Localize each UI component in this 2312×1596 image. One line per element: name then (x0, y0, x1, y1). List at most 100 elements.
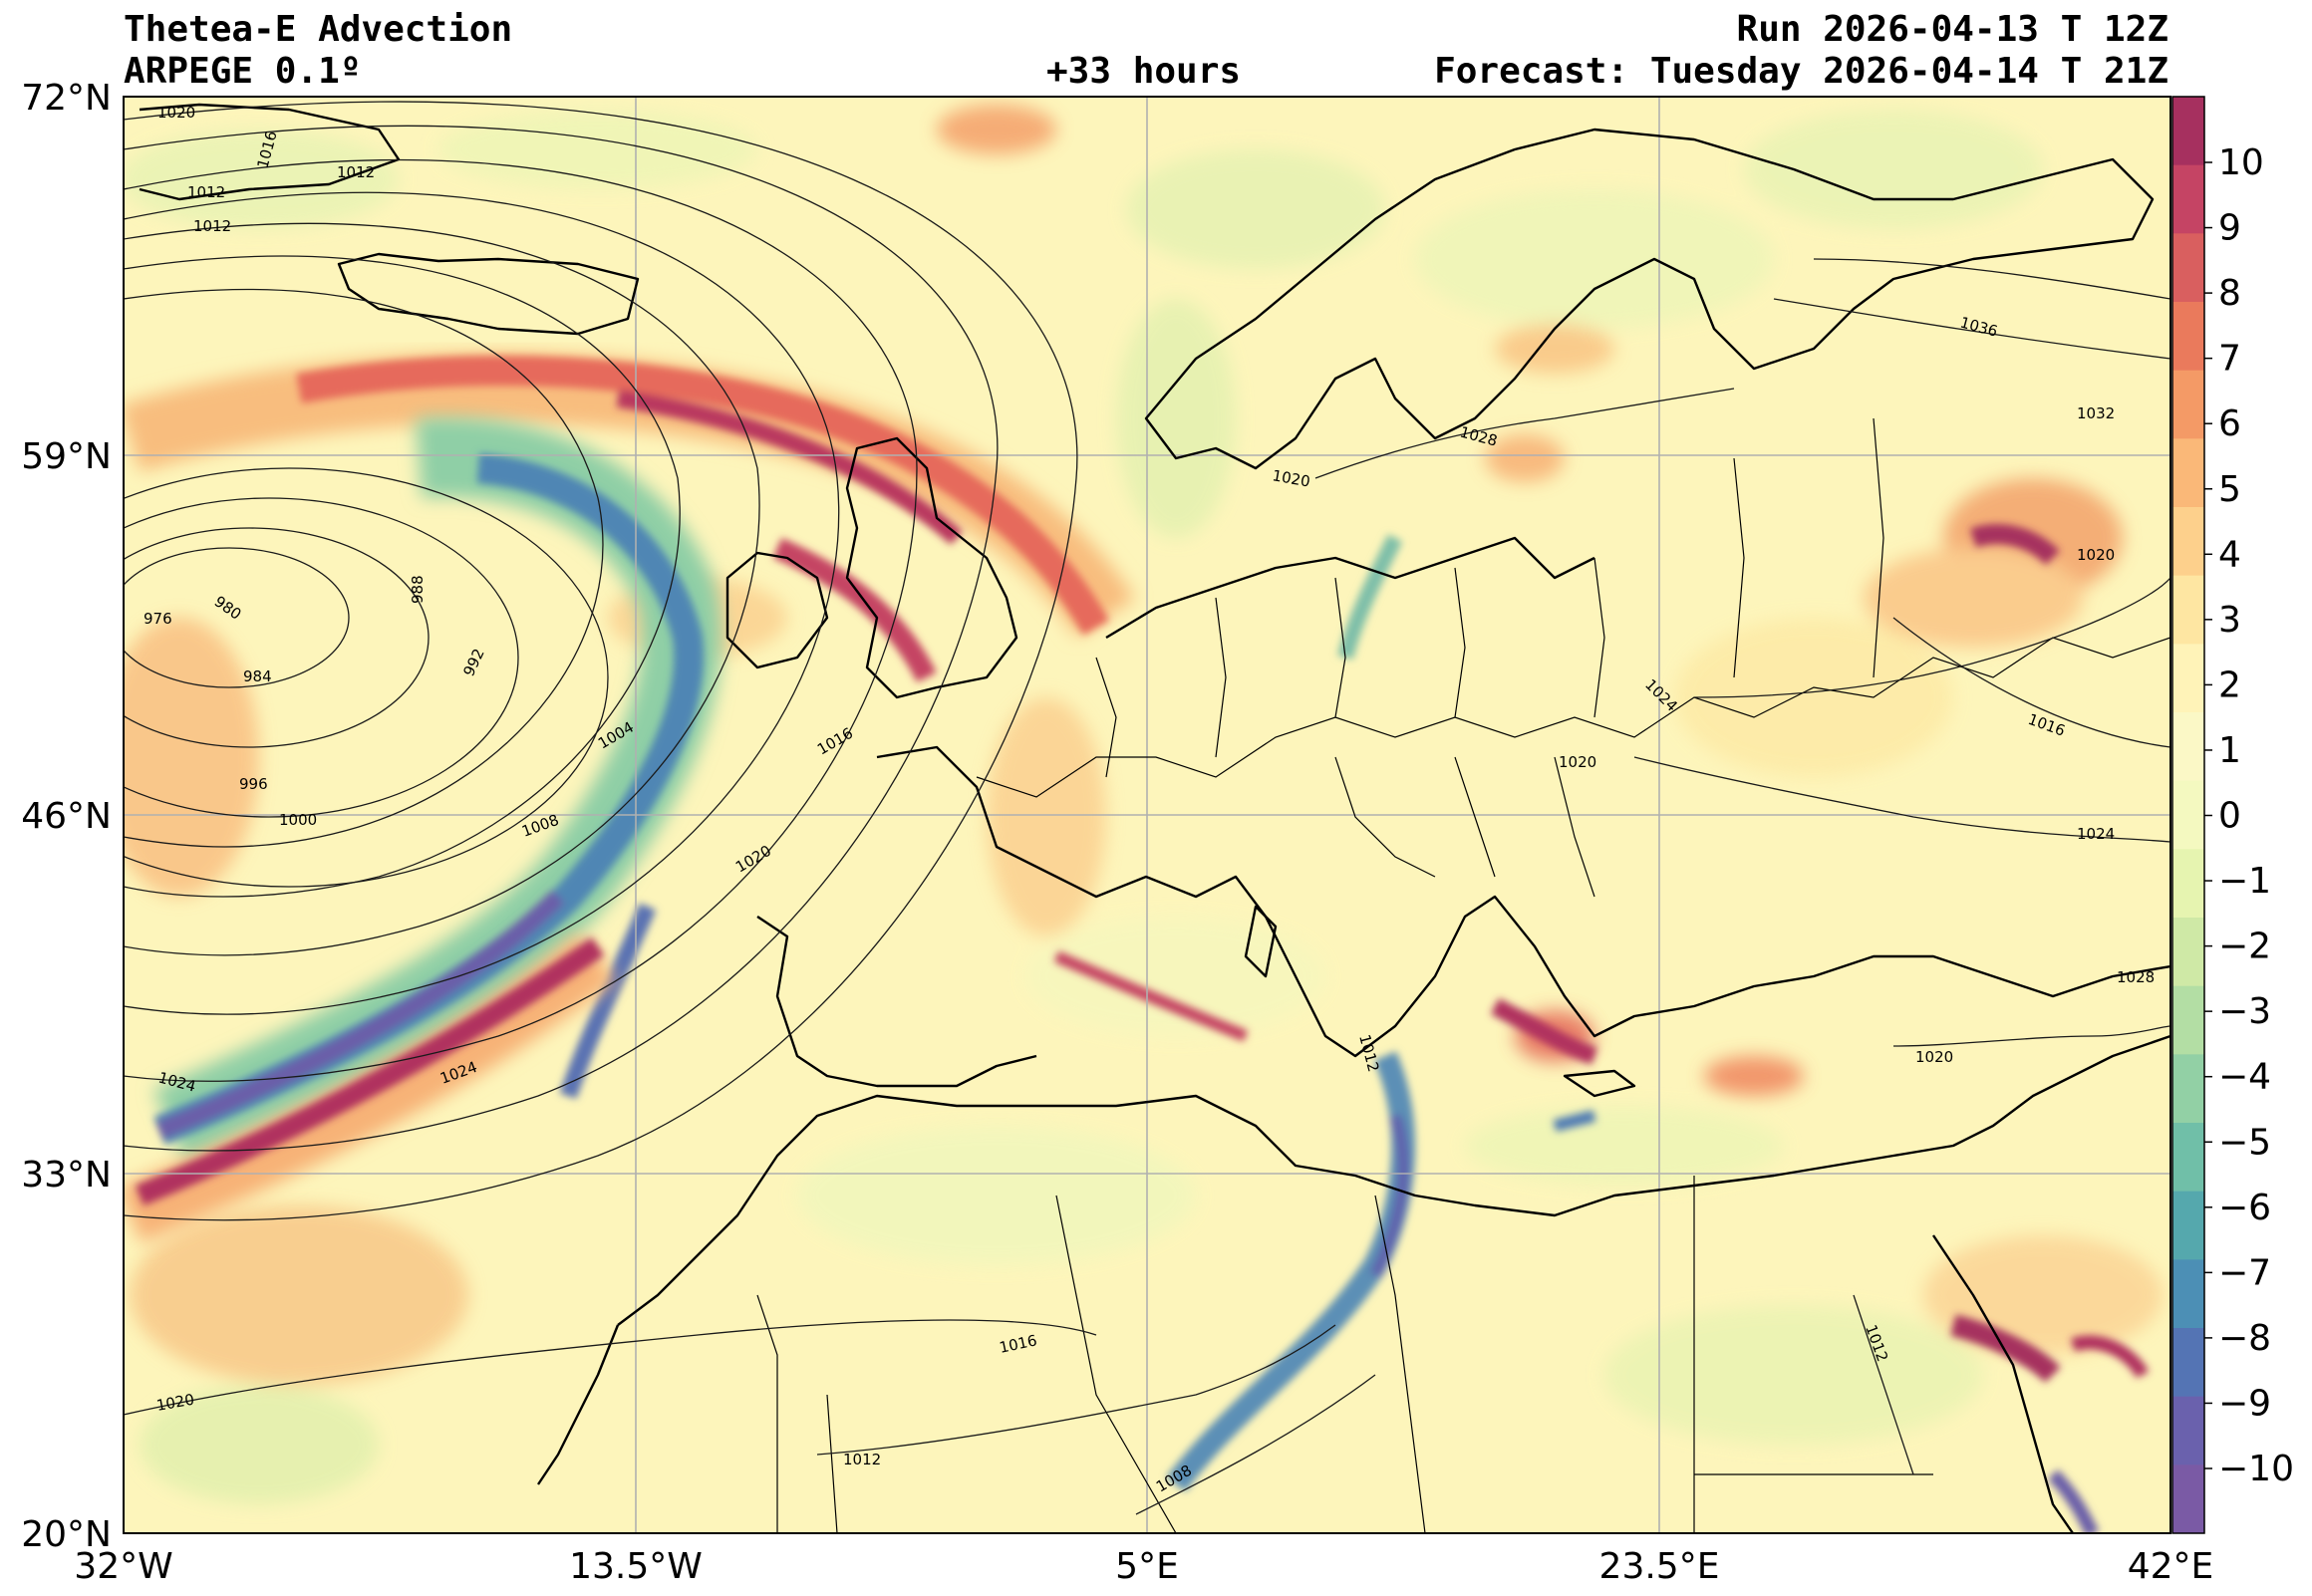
isobar-label: 1024 (2077, 825, 2115, 843)
colorbar-swatch (2172, 712, 2204, 782)
isobar-label: 1032 (2077, 404, 2115, 422)
isobar-label: 988 (409, 575, 427, 604)
run-time: Run 2026-04-13 T 12Z (1736, 9, 2168, 50)
iceland-coast (337, 252, 640, 336)
colorbar-tick-label: −9 (2218, 1383, 2271, 1424)
colorbar-tick-label: −8 (2218, 1318, 2271, 1359)
colorbar-swatch (2172, 1259, 2204, 1329)
longitude-labels: 32°W 13.5°W 5°E 23.5°E 42°E (74, 1546, 2213, 1587)
colorbar-swatch (2172, 1054, 2204, 1124)
north-europe-coast (1105, 536, 1595, 640)
colorbar-tick-label: 8 (2218, 273, 2241, 314)
subtropical-warm-band (124, 932, 617, 1243)
colorbar-tick-label: 9 (2218, 208, 2241, 249)
colorbar-tick-label: −6 (2218, 1188, 2271, 1228)
north-africa-coast (617, 1034, 2170, 1326)
colorbar-tick-label: −2 (2218, 927, 2271, 967)
colorbar-swatch (2172, 1191, 2204, 1260)
colorbar-swatch (2172, 438, 2204, 508)
colorbar-tick-label: 4 (2218, 534, 2241, 575)
lat-label: 46°N (21, 796, 112, 837)
warm-advection-core (296, 356, 1110, 683)
lon-label: 32°W (74, 1546, 172, 1587)
colorbar-swatch (2172, 1396, 2204, 1465)
lon-label: 5°E (1115, 1546, 1179, 1587)
isobar-label: 984 (243, 667, 272, 685)
lat-label: 20°N (21, 1514, 112, 1555)
colorbar-swatch (2172, 302, 2204, 372)
crete-coast (1563, 1069, 1636, 1098)
map-area: 1020 1016 1012 1012 1012 976 980 984 988… (124, 97, 2170, 1533)
colorbar-swatch (2172, 985, 2204, 1055)
model-name: ARPEGE 0.1º (124, 51, 362, 92)
colorbar-swatch (2172, 849, 2204, 919)
cold-advection-core (153, 453, 1596, 1492)
isobar-label: 1012 (337, 163, 375, 181)
ireland-coast (725, 551, 829, 669)
lead-time: +33 hours (1046, 51, 1242, 92)
colorbar-swatch (2172, 97, 2204, 166)
colorbar-swatch (2172, 507, 2204, 577)
lon-label: 23.5°E (1599, 1546, 1720, 1587)
advection-field-patches (124, 105, 2163, 1504)
colorbar-swatch (2172, 644, 2204, 713)
colorbar-tick-label: 5 (2218, 469, 2241, 510)
colorbar-swatch (2172, 1123, 2204, 1193)
colorbar-swatch (2172, 370, 2204, 439)
colorbar-tick-label: 6 (2218, 403, 2241, 444)
isobar-label: 1020 (1915, 1048, 1953, 1066)
colorbar-swatch (2172, 1328, 2204, 1398)
lat-label: 59°N (21, 436, 112, 477)
colorbar-tick-label: −1 (2218, 861, 2271, 902)
colorbar-tick-label: −5 (2218, 1122, 2271, 1163)
chart-title: Thetea-E Advection (124, 9, 513, 50)
scandinavia-coast (1144, 128, 2155, 470)
colorbar-tick-label: 0 (2218, 796, 2241, 837)
colorbar-tick-label: 10 (2218, 142, 2264, 183)
colorbar-swatch (2172, 1464, 2204, 1534)
isobar-label: 1012 (193, 217, 231, 235)
isobar-label: 1020 (157, 104, 195, 122)
lon-label: 13.5°W (569, 1546, 703, 1587)
colorbar-tick-label: 7 (2218, 339, 2241, 380)
isobar-label: 1028 (2117, 968, 2155, 986)
lon-label: 42°E (2128, 1546, 2214, 1587)
colorbar-swatch (2172, 575, 2204, 645)
isobar-label: 996 (239, 775, 268, 793)
colorbar-swatch (2172, 918, 2204, 987)
subtropical-warm-core (135, 524, 2150, 1533)
isobar-label: 1012 (843, 1451, 881, 1468)
isobar-label: 1012 (187, 183, 225, 201)
britain-coast (845, 436, 1018, 699)
colorbar-tick-label: −4 (2218, 1057, 2271, 1098)
lat-label: 72°N (21, 78, 112, 119)
colorbar-tick-label: −10 (2218, 1449, 2294, 1489)
colorbar-tick-label: 1 (2218, 730, 2241, 771)
map-frame (123, 96, 2171, 1534)
latitude-labels: 72°N 59°N 46°N 33°N 20°N (21, 78, 112, 1555)
red-sea-coast (1932, 1234, 2074, 1533)
mediterranean-north-coast (876, 745, 2170, 1058)
colorbar-tick-label: 2 (2218, 665, 2241, 705)
colorbar-swatch (2172, 233, 2204, 303)
colorbar-tick-label: −3 (2218, 991, 2271, 1032)
iberia-coast (756, 916, 1037, 1088)
isobar-label: 1020 (2077, 546, 2115, 564)
isobars (124, 101, 2170, 1515)
colorbar-swatch (2172, 780, 2204, 850)
isobar-label: 1020 (1559, 753, 1596, 771)
coastlines (139, 103, 2170, 1533)
borders (756, 417, 2170, 1533)
graticule (124, 97, 2170, 1533)
colorbar-swatch (2172, 164, 2204, 234)
isobar-label: 976 (144, 610, 172, 628)
forecast-time: Forecast: Tuesday 2026-04-14 T 21Z (1434, 51, 2168, 92)
west-africa-coast (537, 1324, 620, 1485)
colorbar-tick-label: −7 (2218, 1252, 2271, 1293)
corsica-coast (1244, 905, 1278, 978)
lat-label: 33°N (21, 1155, 112, 1196)
colorbar-tick-label: 3 (2218, 600, 2241, 641)
isobar-label: 1000 (279, 811, 317, 829)
